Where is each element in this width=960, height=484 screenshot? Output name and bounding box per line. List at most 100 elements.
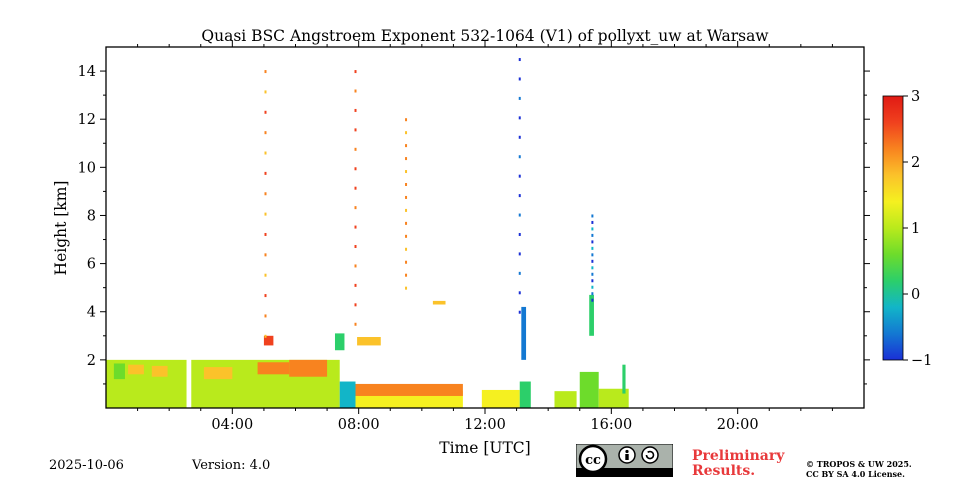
x-tick-label-1: 08:00 [338,417,380,433]
heatmap-cell-15 [598,388,629,408]
heatmap-cell-8 [339,381,356,408]
scatter-speck-1-4 [354,245,357,249]
heatmap-cell-12 [519,381,531,408]
scatter-speck-3-7 [518,174,521,178]
footer-version: Version: 4.0 [192,458,271,473]
scatter-speck-3-13 [518,58,521,62]
scatter-speck-3-9 [518,135,521,139]
scatter-speck-1-11 [354,108,357,112]
scatter-speck-4-11 [591,227,594,231]
heatmap-cell-1 [113,363,125,380]
preliminary-line-1: Preliminary [692,448,785,464]
y-tick-label-4: 10 [78,160,96,176]
scatter-speck-0-9 [264,151,267,155]
license-note: © TROPOS & UW 2025. CC BY SA 4.0 License… [806,459,912,479]
colorbar-tick-label-4: 3 [911,89,920,105]
scatter-speck-3-1 [518,291,521,295]
y-tick-label-3: 8 [87,208,96,224]
scatter-speck-2-12 [405,131,408,135]
svg-text:BY: BY [622,469,634,478]
scatter-speck-2-4 [405,234,408,238]
scatter-speck-0-5 [264,232,267,236]
scatter-speck-0-2 [264,294,267,298]
x-tick-label-4: 20:00 [717,417,759,433]
scatter-speck-2-8 [405,182,408,186]
heatmap-cell-5 [203,367,233,380]
footer-date: 2025-10-06 [49,458,124,473]
scatter-speck-0-1 [264,314,267,318]
x-tick-label-0: 04:00 [211,417,253,433]
plot-frame [105,46,865,409]
scatter-speck-3-8 [518,155,521,159]
heatmap-cell-14 [579,371,599,408]
scatter-speck-3-11 [518,96,521,100]
heatmap-cell-19 [432,300,446,305]
scatter-speck-0-0 [264,334,267,338]
scatter-speck-2-9 [405,170,408,174]
scatter-speck-2-13 [405,118,408,122]
x-tick-label-3: 16:00 [590,417,632,433]
scatter-speck-0-7 [264,192,267,196]
heatmap-cell-7 [289,359,328,377]
scatter-speck-3-6 [518,194,521,198]
scatter-speck-4-10 [591,233,594,237]
colorbar-tick-label-1: 0 [911,287,920,303]
scatter-speck-0-3 [264,273,267,277]
x-tick-label-2: 12:00 [464,417,506,433]
scatter-speck-4-6 [591,259,594,263]
colorbar-tick-label-2: 1 [911,221,920,237]
scatter-speck-4-9 [591,240,594,244]
heatmap-cell-17 [334,333,345,351]
y-tick-label-5: 12 [78,112,96,128]
cc-by-sa-badge: cc BY SA [576,444,673,477]
sa-share-alike-icon [641,446,659,464]
scatter-speck-0-8 [264,171,267,175]
scatter-speck-0-4 [264,253,267,257]
scatter-speck-4-0 [591,298,594,302]
y-axis-label: Height [km] [52,181,70,276]
scatter-speck-1-7 [354,186,357,190]
scatter-speck-0-11 [264,110,267,114]
scatter-speck-3-10 [518,116,521,120]
scatter-speck-3-0 [518,310,521,314]
scatter-speck-3-5 [518,213,521,217]
colorbar-tick-label-0: −1 [911,353,932,369]
scatter-speck-1-8 [354,167,357,171]
scatter-speck-1-13 [354,70,357,74]
scatter-speck-1-0 [354,322,357,326]
y-tick-label-0: 2 [87,353,96,369]
scatter-speck-4-8 [591,246,594,250]
scatter-speck-1-3 [354,264,357,268]
scatter-speck-1-2 [354,283,357,287]
scatter-speck-2-7 [405,195,408,199]
heatmap-cell-6 [257,362,290,375]
scatter-speck-1-6 [354,206,357,210]
scatter-speck-4-2 [591,285,594,289]
scatter-speck-0-13 [264,70,267,74]
scatter-speck-3-4 [518,232,521,236]
heatmap-cell-18 [357,337,381,346]
preliminary-line-2: Results. [692,463,756,479]
colorbar-gradient [882,95,904,361]
scatter-speck-2-11 [405,144,408,148]
license-line-2: CC BY SA 4.0 License. [806,469,905,479]
scatter-speck-2-6 [405,208,408,212]
heatmap-cell-21 [589,294,594,336]
license-line-1: © TROPOS & UW 2025. [806,459,912,469]
heatmap-cell-16 [263,335,274,346]
scatter-speck-2-2 [405,260,408,264]
y-tick-label-6: 14 [78,64,96,80]
scatter-speck-4-7 [591,253,594,257]
plot-area [106,58,629,408]
scatter-speck-2-0 [405,286,408,290]
colorbar: −1 0 1 2 3 [882,89,932,369]
scatter-speck-1-9 [354,147,357,151]
scatter-speck-3-12 [518,77,521,81]
svg-text:SA: SA [645,469,656,478]
scatter-speck-1-10 [354,128,357,132]
colorbar-tick-label-3: 2 [911,155,920,171]
scatter-speck-2-3 [405,247,408,251]
scatter-speck-4-3 [591,279,594,283]
